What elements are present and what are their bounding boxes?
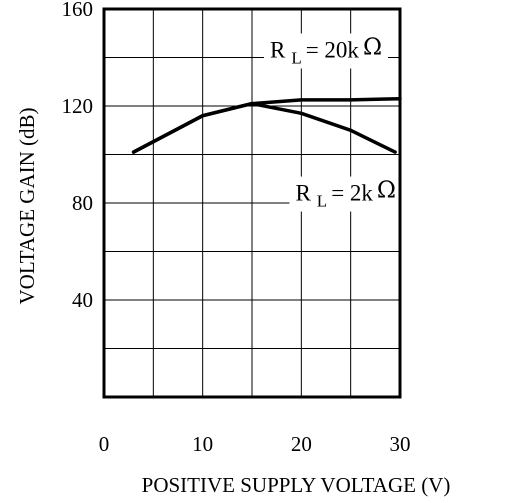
annotation-prefix: R xyxy=(270,38,286,63)
annotation-prefix: R xyxy=(295,181,311,206)
x-tick-label: 20 xyxy=(291,432,312,456)
annotation-subscript: L xyxy=(317,192,327,211)
y-axis-label: VOLTAGE GAIN (dB) xyxy=(15,107,39,304)
annotation-value: = 2k xyxy=(331,181,373,206)
ohm-symbol: Ω xyxy=(363,35,382,61)
annotation-text: R L = 20k Ω xyxy=(270,35,382,68)
y-tick-label: 120 xyxy=(62,94,94,118)
y-tick-labels: 40 80 120 160 xyxy=(62,0,94,312)
ohm-symbol: Ω xyxy=(377,178,396,204)
series-annotations: R L = 20k ΩR L = 2k Ω xyxy=(263,33,403,212)
series-line-rl-2k xyxy=(131,101,397,154)
x-tick-labels: 0 10 20 30 xyxy=(99,432,411,456)
y-tick-label: 40 xyxy=(72,288,93,312)
x-axis-label: POSITIVE SUPPLY VOLTAGE (V) xyxy=(142,473,451,497)
series-lines xyxy=(131,96,402,154)
x-tick-label: 10 xyxy=(192,432,213,456)
annotation-rl-20k: R L = 20k Ω xyxy=(263,33,389,69)
annotation-subscript: L xyxy=(291,49,301,68)
annotation-rl-2k: R L = 2k Ω xyxy=(289,176,403,212)
annotation-background xyxy=(289,176,403,212)
annotation-text: R L = 2k Ω xyxy=(295,178,396,211)
x-tick-label: 30 xyxy=(390,432,411,456)
plot-frame xyxy=(102,7,402,399)
x-tick-label: 0 xyxy=(99,432,110,456)
y-tick-label: 160 xyxy=(62,0,94,21)
annotation-value: = 20k xyxy=(306,38,360,63)
annotation-background xyxy=(263,33,389,69)
y-tick-label: 80 xyxy=(72,191,93,215)
